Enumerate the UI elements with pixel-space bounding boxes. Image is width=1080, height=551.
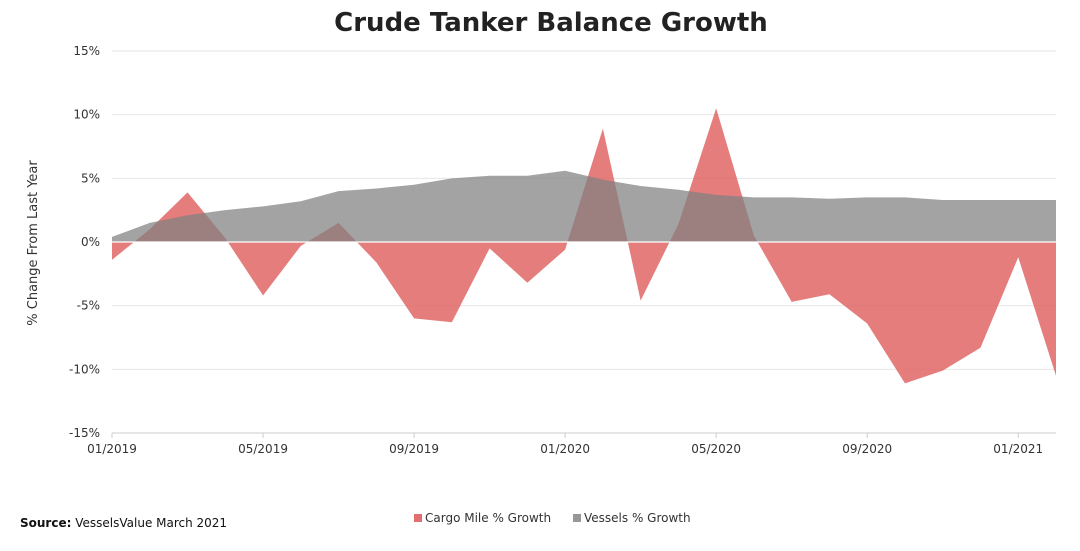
legend-swatch-vessels <box>573 514 581 522</box>
cargo-mile-area <box>112 108 1056 384</box>
y-tick-label: -5% <box>77 299 100 313</box>
legend-label-vessels: Vessels % Growth <box>584 511 691 525</box>
legend-swatch-cargo <box>414 514 422 522</box>
legend: Cargo Mile % Growth Vessels % Growth <box>414 511 691 525</box>
x-tick-label: 01/2020 <box>540 442 590 456</box>
y-tick-label: -15% <box>69 426 100 440</box>
y-axis-label: % Change From Last Year <box>26 160 41 326</box>
plot-areas <box>112 108 1056 384</box>
x-tick-label: 01/2021 <box>993 442 1043 456</box>
chart-title: Crude Tanker Balance Growth <box>334 8 768 38</box>
axes: 15% 10% 5% 0% -5% -10% -15% 01/2019 05/2019 09/20… <box>69 44 1056 456</box>
x-tick-label: 05/2020 <box>691 442 741 456</box>
x-tick-label: 01/2019 <box>87 442 137 456</box>
vessels-area <box>112 170 1056 242</box>
x-tick-label: 09/2020 <box>842 442 892 456</box>
y-tick-label: -10% <box>69 362 100 376</box>
y-tick-label: 5% <box>81 171 100 185</box>
x-tick-label: 09/2019 <box>389 442 439 456</box>
x-tick-label: 05/2019 <box>238 442 288 456</box>
source-note: Source: VesselsValue March 2021 <box>20 516 227 530</box>
y-tick-label: 15% <box>73 44 100 58</box>
source-label: Source: <box>20 516 72 530</box>
y-tick-label: 10% <box>73 108 100 122</box>
source-text: VesselsValue March 2021 <box>75 516 228 530</box>
y-tick-label: 0% <box>81 235 100 249</box>
legend-label-cargo: Cargo Mile % Growth <box>425 511 551 525</box>
